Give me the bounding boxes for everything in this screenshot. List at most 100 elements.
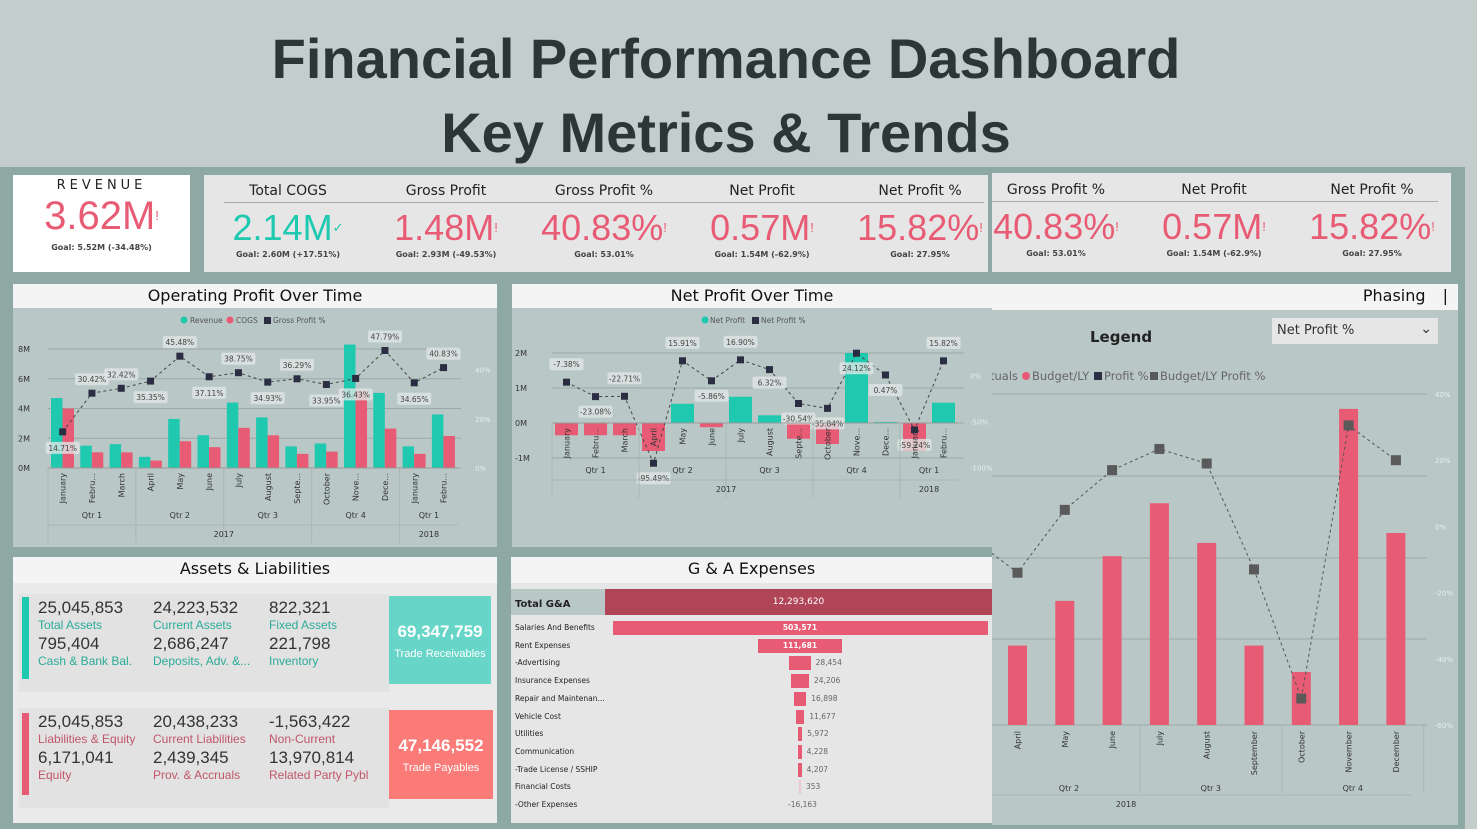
revenue-bar	[51, 398, 63, 468]
y2-tick-label: -40%	[1435, 656, 1453, 664]
y-tick-label: -1M	[515, 454, 530, 463]
x-tick-label: June	[205, 473, 214, 492]
data-label-text: 0.47%	[874, 386, 898, 395]
liabilities-metric: -1,563,422 Non-Current	[269, 712, 350, 746]
gross-profit-pct-marker	[205, 373, 213, 381]
data-label-bg	[309, 394, 344, 407]
ga-expense-row[interactable]: Financial Costs 353	[511, 778, 992, 796]
legend-label: Gross Profit %	[273, 316, 326, 325]
data-label-bg	[636, 472, 671, 485]
data-label-text: 40.83%	[429, 350, 458, 359]
ga-expense-row[interactable]: Vehicle Cost 11,677	[511, 708, 992, 726]
data-label-bg	[752, 376, 787, 389]
alert-icon: !	[1262, 219, 1266, 234]
kpi-goal: Goal: 27.95%	[890, 250, 950, 259]
ga-expense-row[interactable]: Utilities 5,972	[511, 725, 992, 743]
data-label-text: 33.95%	[312, 397, 341, 406]
data-label-text: 38.75%	[224, 355, 253, 364]
data-label: 40.83%	[426, 347, 461, 360]
ga-expense-row[interactable]: Rent Expenses 111,681	[511, 637, 992, 655]
y2-tick-label: 20%	[475, 416, 491, 424]
gross-profit-pct-marker	[234, 369, 242, 377]
net-profit-pct-marker	[563, 378, 570, 386]
metric-label: Non-Current	[269, 732, 336, 746]
phasing-title: Phasing	[1362, 286, 1426, 305]
kpi-card[interactable]: Net Profit % 15.82%! Goal: 27.95%	[842, 180, 998, 259]
ga-expense-row[interactable]: -Other Expenses -16,163	[511, 796, 992, 814]
ga-expense-bar	[789, 656, 811, 671]
ga-expense-row[interactable]: Repair and Maintenan... 16,898	[511, 690, 992, 708]
metric-value: 25,045,853	[38, 712, 124, 731]
ga-expense-row[interactable]: Salaries And Benefits 503,571	[511, 619, 992, 637]
y-tick-label: 2M	[18, 434, 30, 443]
kpi-card[interactable]: Net Profit 0.57M! Goal: 1.54M (-62.9%)	[1136, 179, 1292, 258]
ga-expense-bar	[799, 780, 801, 795]
data-label: -59.24%	[897, 438, 932, 451]
ga-expense-bar	[797, 727, 803, 742]
trade-receivables-label: Trade Receivables	[394, 648, 486, 660]
kpi-value: 0.57M	[710, 207, 811, 248]
quarter-label: Qtr 1	[419, 511, 439, 520]
ga-expenses-funnel[interactable]: Total G&A 12,293,620 Salaries And Benefi…	[511, 583, 992, 823]
x-tick-label: August	[1203, 731, 1212, 759]
data-label-text: -35.84%	[812, 419, 843, 428]
cogs-bar	[296, 453, 309, 468]
x-tick-label: Febru...	[940, 428, 949, 458]
data-label: 16.90%	[723, 335, 758, 348]
x-tick-label: July	[737, 428, 746, 444]
ga-expense-value: 4,207	[806, 764, 829, 774]
data-label-text: 15.82%	[929, 339, 958, 348]
assets-metric: 822,321 Fixed Assets	[269, 598, 337, 632]
kpi-goal: Goal: 2.60M (+17.51%)	[235, 250, 340, 259]
phasing-chart[interactable]: Legend Net Profit % ⌄ 40% 20% 0% -20% -40% -6…	[992, 310, 1458, 825]
data-label-bg	[665, 336, 700, 349]
trade-receivables-tile[interactable]: 69,347,759 Trade Receivables	[389, 596, 491, 684]
alert-icon: !	[494, 220, 498, 235]
ga-expense-row[interactable]: Insurance Expenses 24,206	[511, 672, 992, 690]
net-profit-bar	[787, 423, 810, 439]
kpi-card[interactable]: Gross Profit % 40.83%! Goal: 53.01%	[526, 180, 682, 259]
gross-profit-pct-marker	[59, 428, 67, 436]
metric-value: 221,798	[269, 634, 331, 653]
kpi-card[interactable]: Gross Profit 1.48M! Goal: 2.93M (-49.53%)	[368, 180, 524, 259]
legend-label: Budget/LY Profit %	[1160, 369, 1265, 383]
x-tick-label: Febru...	[440, 473, 449, 503]
net-profit-bar	[671, 403, 694, 423]
operating-profit-chart[interactable]: 0M 2M 4M 6M 8M 0% 20% 40% 14.71% 30.42% 32.42% 35.3…	[13, 308, 497, 547]
legend-marker	[226, 316, 234, 324]
kpi-card[interactable]: Net Profit 0.57M! Goal: 1.54M (-62.9%)	[684, 180, 840, 259]
data-label: 15.91%	[665, 336, 700, 349]
kpi-value: 1.48M	[394, 207, 495, 248]
data-label-bg	[897, 438, 932, 451]
ga-expense-value: 5,972	[807, 729, 829, 739]
net-profit-pct-line	[566, 352, 944, 465]
revenue-card[interactable]: REVENUE 3.62M! Goal: 5.52M (-34.48%)	[13, 175, 190, 272]
kpi-card[interactable]: Gross Profit % 40.83%! Goal: 53.01%	[978, 179, 1134, 258]
year-label: 2018	[919, 485, 939, 494]
x-tick-label: April	[1014, 731, 1023, 749]
measure-dropdown[interactable]: Net Profit % ⌄	[1272, 318, 1438, 344]
x-tick-label: Septe...	[293, 473, 302, 504]
kpi-card[interactable]: Total COGS 2.14M✓ Goal: 2.60M (+17.51%)	[210, 180, 366, 259]
metric-value: 25,045,853	[38, 598, 124, 617]
net-profit-bar	[555, 423, 578, 436]
cogs-bar	[414, 453, 426, 468]
trade-payables-tile[interactable]: 47,146,552 Trade Payables	[389, 710, 493, 799]
kpi-card[interactable]: Net Profit % 15.82%! Goal: 27.95%	[1294, 179, 1450, 258]
ga-expense-row[interactable]: Communication 4,228	[511, 743, 992, 761]
gross-profit-pct-marker	[88, 389, 96, 397]
net-profit-bar	[584, 423, 607, 436]
ga-expense-row[interactable]: -Advertising 28,454	[511, 654, 992, 672]
gross-profit-pct-marker	[440, 364, 448, 372]
x-tick-label: July	[1155, 731, 1164, 747]
x-tick-label: March	[621, 428, 630, 452]
data-label: -5.86%	[694, 389, 729, 402]
ga-expense-row[interactable]: -Trade License / SSHIP 4,207	[511, 761, 992, 779]
legend-label: tuals	[992, 369, 1018, 383]
net-profit-chart[interactable]: -1M 0M 1M 2M 0% -50% -100% -7.38% -23.08% -22.71%…	[512, 308, 993, 547]
x-tick-label: January	[911, 428, 920, 460]
data-label-text: 6.32%	[758, 379, 782, 388]
data-label-text: 34.93%	[253, 394, 282, 403]
data-label-text: 30.42%	[78, 375, 107, 384]
data-label-text: -59.24%	[899, 441, 930, 450]
